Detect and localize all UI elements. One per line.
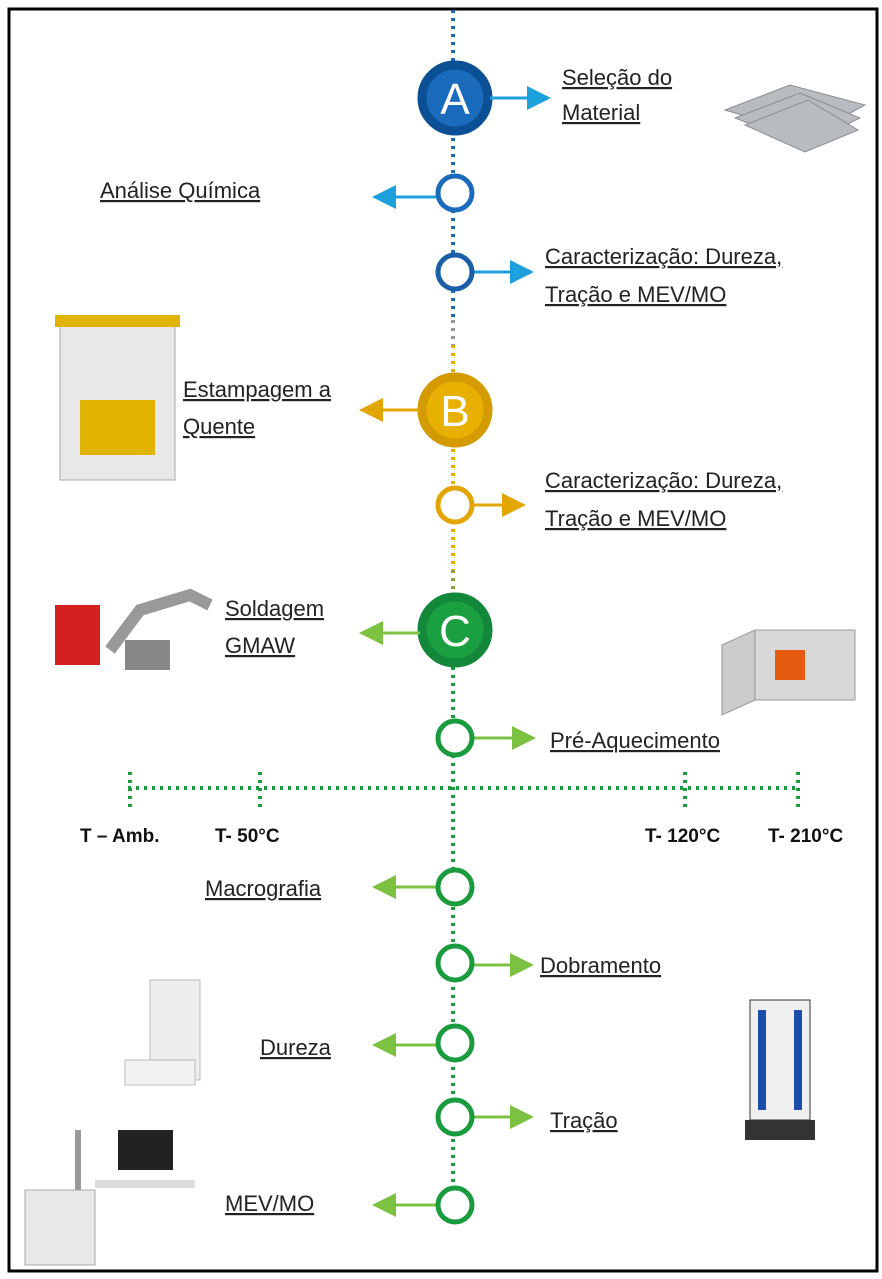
step-label: Seleção do — [562, 65, 672, 90]
stage-letter: B — [440, 387, 469, 436]
stage-letter: A — [440, 75, 470, 124]
step-label: Macrografia — [205, 876, 322, 901]
furnace — [722, 630, 855, 715]
tensile-machine — [745, 1000, 815, 1140]
step-label: Soldagem — [225, 596, 324, 621]
step-label: Caracterização: Dureza, — [545, 244, 782, 269]
step-label: Material — [562, 100, 640, 125]
temperature-label: T- 120°C — [645, 826, 720, 847]
step-label: Pré-Aquecimento — [550, 728, 720, 753]
stage-letter: C — [439, 607, 471, 656]
page: {"stages": [{"letter": "A"}, {"letter": … — [0, 0, 882, 1279]
diagram: T – Amb. T- 50°C T- 120°C T- 210°C — [0, 0, 882, 1279]
step-label: Análise Química — [100, 178, 261, 203]
step-label: Tração e MEV/MO — [545, 282, 726, 307]
temperature-axis — [128, 772, 800, 810]
step-label: Caracterização: Dureza, — [545, 468, 782, 493]
step-label: GMAW — [225, 633, 295, 658]
temperature-label: T- 210°C — [768, 826, 843, 847]
temperature-label: T- 50°C — [215, 826, 280, 847]
step-label: Tração — [550, 1108, 618, 1133]
metal-sheets — [725, 85, 865, 152]
step-label: Quente — [183, 414, 255, 439]
temperature-label: T – Amb. — [80, 826, 160, 847]
step-label: Estampagem a — [183, 377, 332, 402]
step-label: MEV/MO — [225, 1191, 314, 1216]
step-label: Dureza — [260, 1035, 332, 1060]
sem-workstation — [25, 1130, 195, 1265]
welding-robot — [55, 595, 210, 670]
step-label: Dobramento — [540, 953, 661, 978]
press-machine — [55, 315, 180, 480]
step-label: Tração e MEV/MO — [545, 506, 726, 531]
microhardness-tester — [125, 980, 200, 1085]
